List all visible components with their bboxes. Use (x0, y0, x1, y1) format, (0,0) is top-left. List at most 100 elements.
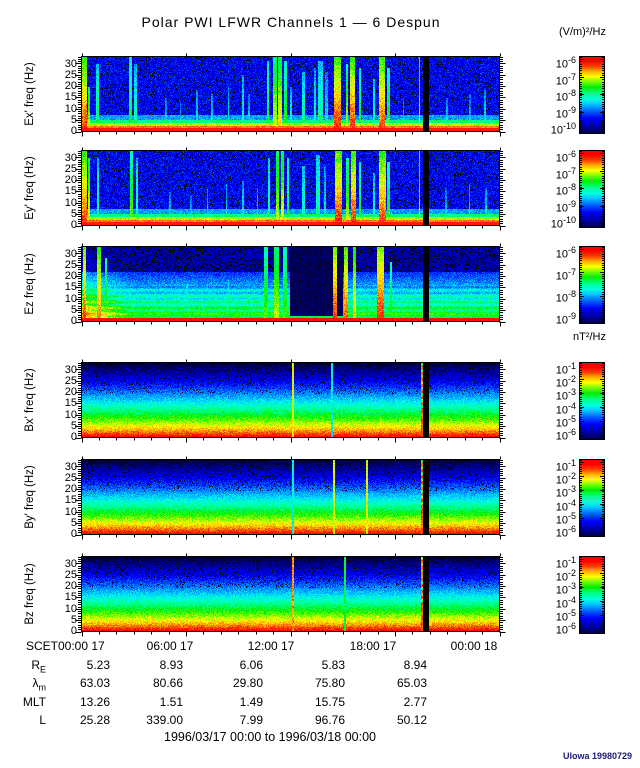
colorbar-label: 10-1 (555, 361, 576, 377)
colorbar-label: 10-8 (555, 289, 576, 305)
y-tick-label: 20 (64, 174, 77, 187)
colorbar-label: 10-9 (555, 311, 576, 327)
y-tick-label: 10 (64, 196, 77, 209)
colorbar-label: 10-7 (555, 165, 576, 182)
ephemeris-value: 5.23 (86, 658, 110, 672)
colorbar-label: 10-8 (555, 88, 576, 104)
ephemeris-value: 7.99 (239, 713, 263, 727)
y-tick-label: 15 (64, 494, 77, 507)
colorbar-Ez (573, 244, 611, 328)
spectrogram-panel-Bx (70, 357, 512, 445)
colorbar-Bx (573, 360, 611, 444)
time-tick-label: 00:00 18 (450, 639, 498, 653)
colorbar-label: 10-2 (555, 374, 576, 390)
colorbar-Ey (573, 148, 611, 232)
colorbar-label: 10-4 (555, 594, 576, 611)
y-tick-label: 0 (70, 315, 77, 327)
ephemeris-value: 29.80 (232, 676, 263, 690)
y-tick-label: 0 (70, 431, 77, 443)
y-tick-label: 0 (70, 125, 77, 137)
y-axis-label-Bz: Bz freq (Hz) (24, 563, 36, 625)
colorbar-label: 10-9 (555, 104, 576, 121)
ephemeris-row-label-mlt: MLT (22, 695, 46, 709)
y-tick-label: 20 (64, 80, 77, 93)
y-tick-label: 20 (64, 386, 77, 399)
ephemeris-value: 13.26 (79, 695, 110, 709)
date-range-label: 1996/03/17 00:00 to 1996/03/18 00:00 (164, 730, 376, 744)
colorbar-label: 10-5 (555, 510, 576, 527)
colorbar-label: 10-4 (555, 400, 576, 417)
ephemeris-value: 1.49 (239, 695, 263, 709)
electric-units-label: (V/m)²/Hz (558, 26, 606, 38)
y-tick-label: 5 (70, 516, 77, 529)
ephemeris-value: 8.93 (159, 658, 183, 672)
y-axis-label-Bx: Bx' freq (Hz) (24, 368, 36, 432)
y-tick-label: 30 (64, 363, 77, 376)
y-tick-label: 5 (70, 303, 77, 316)
colorbar-label: 10-3 (555, 387, 576, 404)
ephemeris-value: 5.83 (321, 658, 345, 672)
colorbar-label: 10-8 (555, 182, 576, 198)
ephemeris-value: 1.51 (159, 695, 183, 709)
y-tick-label: 10 (64, 602, 77, 615)
y-tick-label: 0 (70, 528, 77, 540)
time-tick-label: 12:00 17 (247, 639, 295, 653)
colorbar-label: 10-1 (555, 555, 576, 571)
time-tick-label: 18:00 17 (349, 639, 397, 653)
spectrogram-panel-Ez (70, 241, 512, 329)
colorbar-label: 10-2 (555, 471, 576, 487)
colorbar-label: 10-3 (555, 581, 576, 598)
y-tick-label: 0 (70, 219, 77, 231)
colorbar-label: 10-2 (555, 568, 576, 584)
y-axis-label-By: By' freq (Hz) (24, 465, 36, 529)
colorbar-label: 10-7 (555, 267, 576, 283)
y-tick-label: 30 (64, 460, 77, 473)
y-tick-label: 10 (64, 408, 77, 421)
colorbar-label: 10-3 (555, 484, 576, 501)
y-tick-label: 25 (64, 162, 77, 175)
colorbar-label: 10-6 (555, 427, 576, 443)
y-tick-label: 20 (64, 580, 77, 593)
y-tick-label: 5 (70, 113, 77, 126)
y-tick-label: 30 (64, 247, 77, 260)
colorbar-label: 10-6 (555, 524, 576, 540)
colorbar-label: 10-10 (550, 215, 576, 231)
ephemeris-value: 6.06 (239, 658, 263, 672)
colorbar-By (573, 457, 611, 541)
time-tick-label: 00:00 17 (58, 639, 105, 653)
y-tick-label: 15 (64, 91, 77, 104)
spectrogram-panel-Ex (70, 51, 512, 139)
y-axis-label-Ex: Ex' freq (Hz) (24, 62, 36, 126)
ephemeris-value: 2.77 (403, 695, 427, 709)
ephemeris-value: 339.00 (146, 713, 183, 727)
y-tick-label: 10 (64, 102, 77, 115)
y-axis-label-Ez: Ez freq (Hz) (24, 253, 36, 315)
ephemeris-value: 63.03 (79, 676, 110, 690)
colorbar-label: 10-6 (555, 55, 576, 71)
colorbar-label: 10-6 (555, 621, 576, 637)
spectrogram-panel-Ey (70, 145, 512, 233)
colorbar-label: 10-10 (550, 121, 576, 137)
scet-axis-label: SCET (25, 639, 58, 653)
y-tick-label: 5 (70, 613, 77, 626)
y-tick-label: 15 (64, 281, 77, 294)
y-tick-label: 15 (64, 185, 77, 198)
credit-label: UIowa 19980729 (562, 751, 632, 761)
ephemeris-row-label-lambda: λm (32, 676, 47, 693)
y-tick-label: 25 (64, 374, 77, 387)
y-tick-label: 30 (64, 557, 77, 570)
y-tick-label: 20 (64, 270, 77, 283)
y-tick-label: 0 (70, 625, 77, 637)
ephemeris-value: 96.76 (314, 713, 345, 727)
y-tick-label: 10 (64, 292, 77, 305)
y-tick-label: 30 (64, 151, 77, 164)
ephemeris-value: 65.03 (396, 676, 427, 690)
y-axis-label-Ey: Ey' freq (Hz) (24, 156, 36, 220)
colorbar-Bz (573, 554, 611, 638)
colorbar-label: 10-7 (555, 71, 576, 88)
ephemeris-value: 80.66 (152, 676, 183, 690)
spectrogram-panel-Bz (70, 551, 512, 639)
y-tick-label: 25 (64, 471, 77, 484)
ephemeris-value: 75.80 (314, 676, 345, 690)
y-tick-label: 25 (64, 568, 77, 581)
